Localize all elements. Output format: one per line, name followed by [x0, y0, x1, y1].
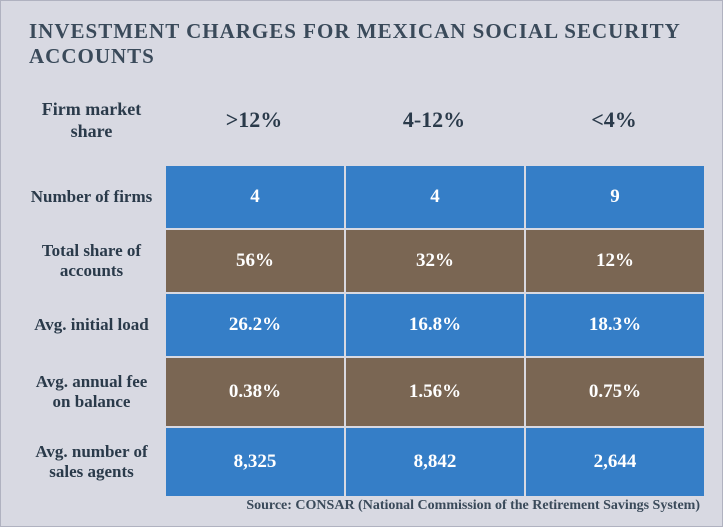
column-header: <4% — [524, 91, 704, 164]
page-title: INVESTMENT CHARGES FOR MEXICAN SOCIAL SE… — [1, 1, 722, 69]
row-header: Avg. initial load — [19, 292, 164, 356]
data-cell: 4 — [164, 164, 344, 228]
row-header: Avg. number of sales agents — [19, 426, 164, 496]
data-cell: 9 — [524, 164, 704, 228]
data-cell: 26.2% — [164, 292, 344, 356]
data-cell: 18.3% — [524, 292, 704, 356]
corner-label: Firm market share — [19, 91, 164, 164]
row-header: Avg. annual fee on balance — [19, 356, 164, 426]
column-header: 4-12% — [344, 91, 524, 164]
data-cell: 2,644 — [524, 426, 704, 496]
row-header: Total share of accounts — [19, 228, 164, 292]
data-cell: 12% — [524, 228, 704, 292]
data-cell: 16.8% — [344, 292, 524, 356]
data-cell: 1.56% — [344, 356, 524, 426]
data-cell: 4 — [344, 164, 524, 228]
data-cell: 0.75% — [524, 356, 704, 426]
data-cell: 0.38% — [164, 356, 344, 426]
row-header: Number of firms — [19, 164, 164, 228]
data-cell: 8,842 — [344, 426, 524, 496]
data-cell: 32% — [344, 228, 524, 292]
column-header: >12% — [164, 91, 344, 164]
data-cell: 56% — [164, 228, 344, 292]
source-attribution: Source: CONSAR (National Commission of t… — [246, 498, 700, 514]
data-cell: 8,325 — [164, 426, 344, 496]
data-table: Firm market share >12% 4-12% <4% Number … — [19, 91, 704, 496]
